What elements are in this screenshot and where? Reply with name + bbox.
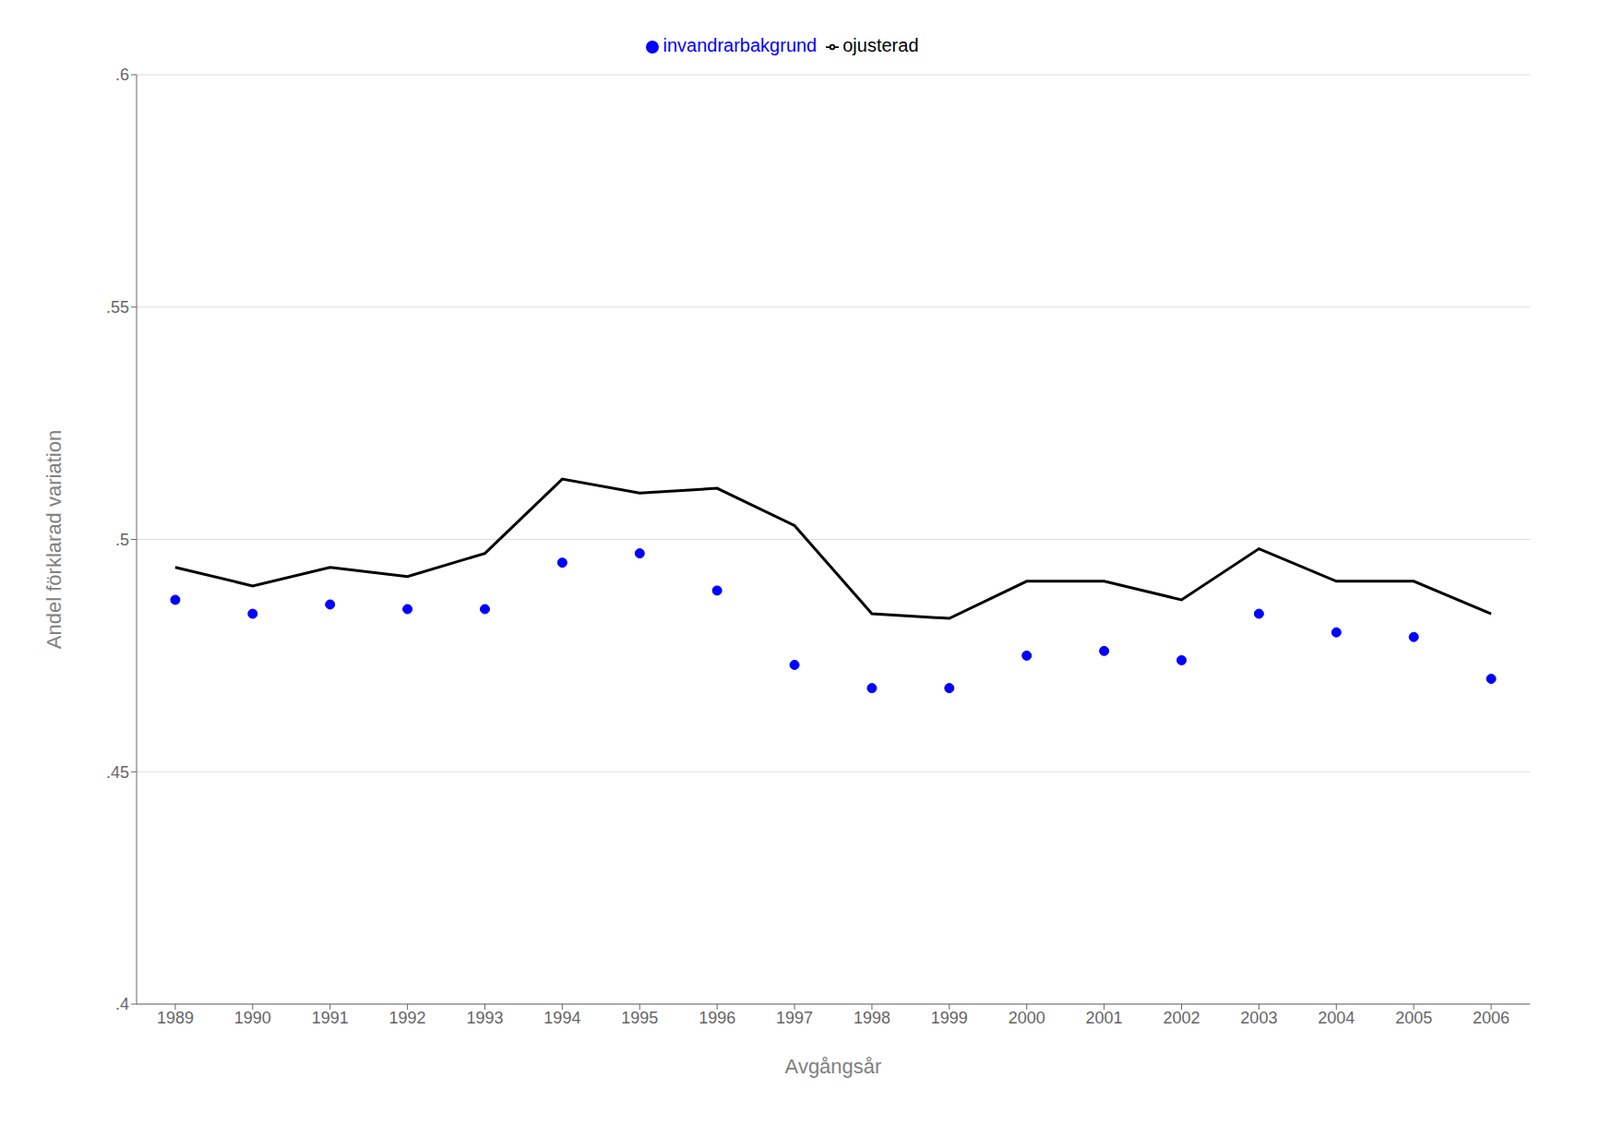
svg-text:1998: 1998 [853,1008,891,1027]
svg-text:2002: 2002 [1162,1008,1200,1027]
svg-text:.45: .45 [106,763,130,782]
svg-text:2000: 2000 [1008,1008,1046,1027]
svg-text:.4: .4 [115,994,130,1014]
svg-text:2003: 2003 [1240,1008,1278,1027]
svg-text:1995: 1995 [620,1008,658,1027]
svg-text:1991: 1991 [311,1008,349,1027]
svg-text:1989: 1989 [156,1008,194,1027]
svg-text:.5: .5 [115,530,130,550]
svg-text:1996: 1996 [698,1008,736,1027]
svg-text:2005: 2005 [1395,1008,1433,1027]
svg-text:.6: .6 [115,65,130,84]
svg-text:1994: 1994 [543,1008,581,1027]
svg-text:2004: 2004 [1317,1008,1355,1027]
svg-text:1999: 1999 [931,1008,968,1027]
svg-text:Andel förklarad variation: Andel förklarad variation [42,429,66,649]
html-text:ojusterad: ojusterad [842,35,919,56]
svg-text:Avgångsår: Avgångsår [785,1054,883,1078]
svg-text:.55: .55 [106,298,130,317]
svg-text:2006: 2006 [1472,1008,1510,1027]
svg-text:1992: 1992 [389,1008,427,1027]
html-text:invandrarbakgrund: invandrarbakgrund [662,35,817,56]
svg-text:1990: 1990 [234,1008,272,1027]
svg-text:1993: 1993 [465,1008,503,1027]
svg-text:2001: 2001 [1086,1008,1123,1027]
svg-text:1997: 1997 [776,1008,813,1027]
